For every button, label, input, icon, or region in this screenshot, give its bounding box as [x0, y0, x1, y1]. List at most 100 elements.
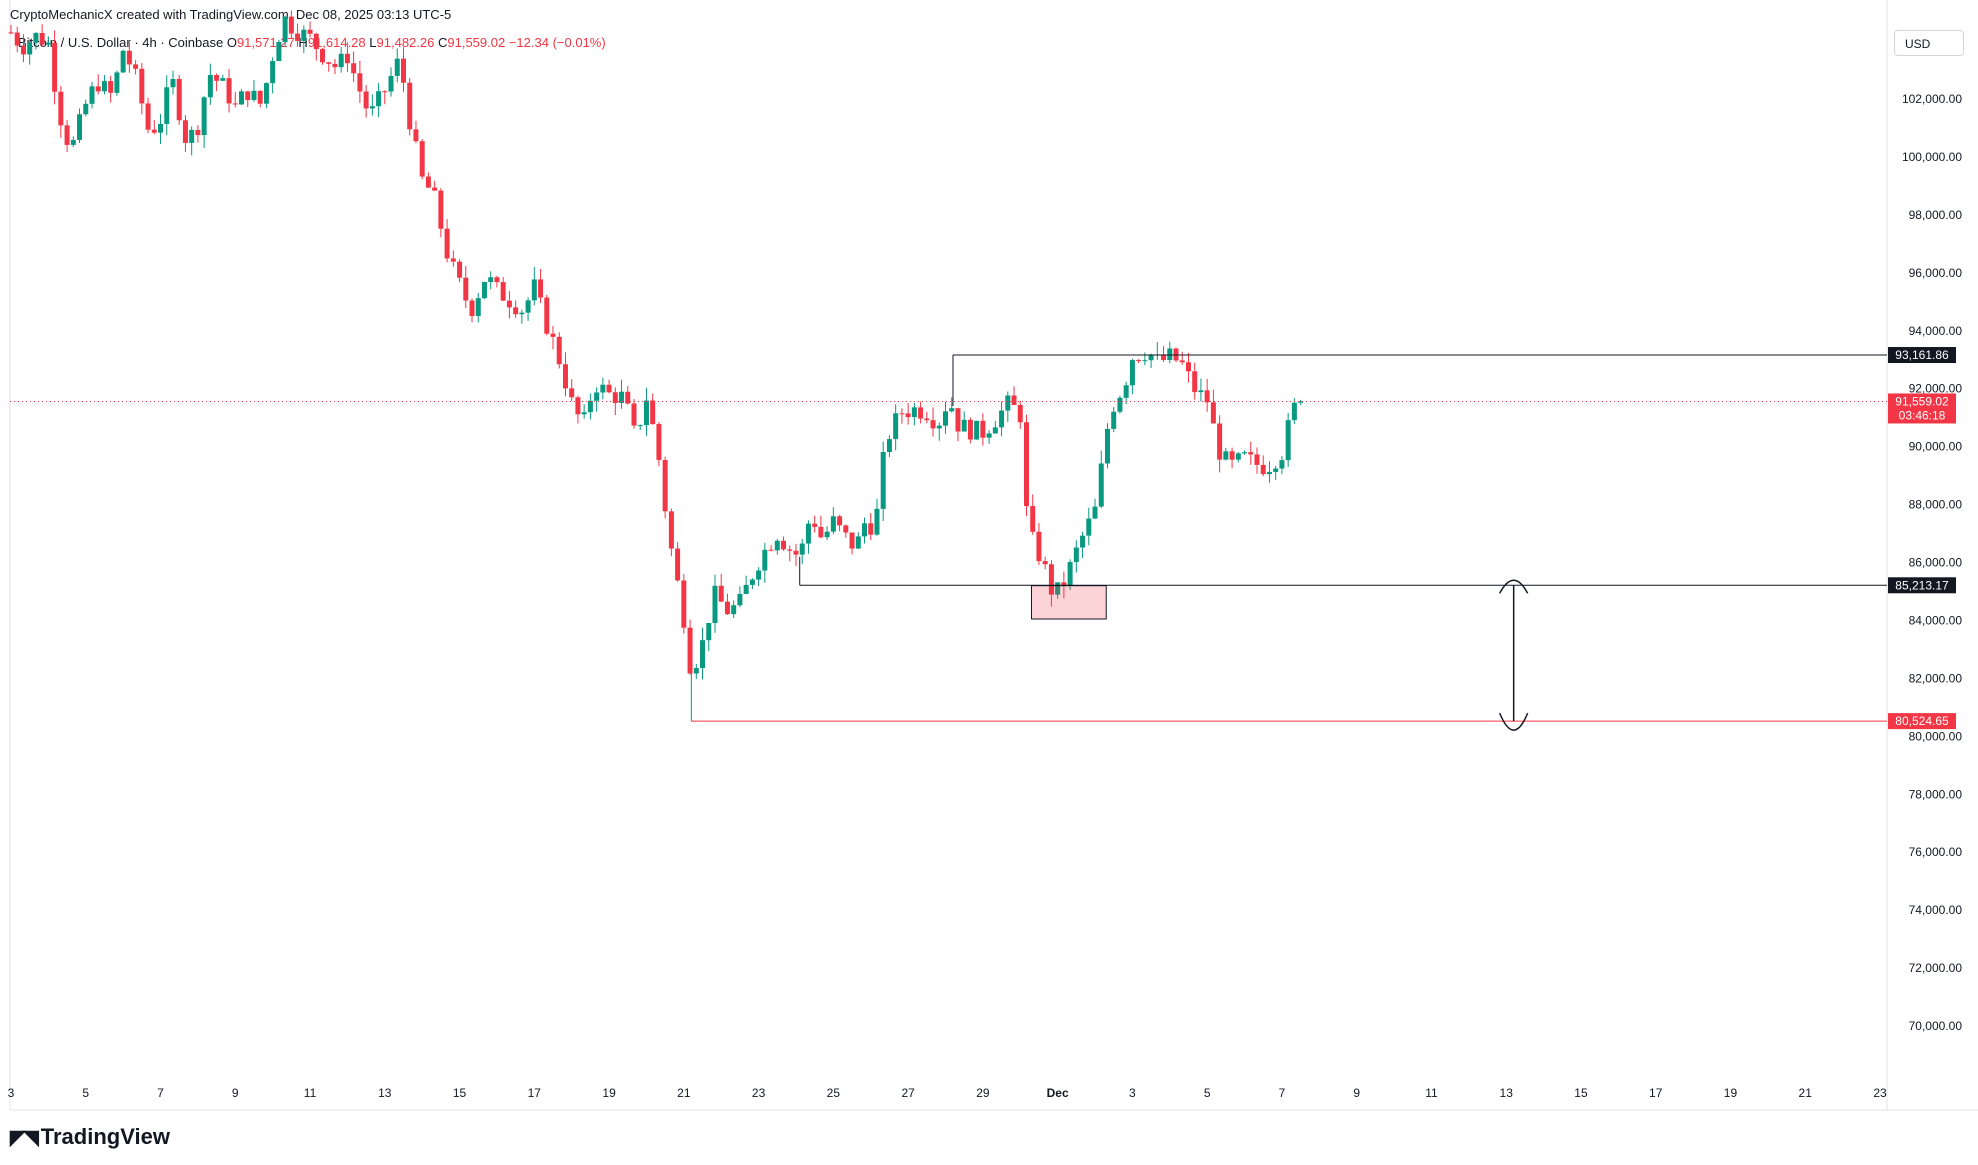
x-tick-label: 11 [1425, 1086, 1438, 1100]
close-label: C [437, 35, 448, 50]
candle-body [463, 277, 469, 301]
candle-body [145, 103, 151, 130]
candle-body [1285, 420, 1291, 461]
candle-body [1298, 401, 1304, 403]
candle-body [1279, 460, 1285, 469]
candle-body [39, 33, 45, 45]
candle-body [251, 90, 257, 100]
candle-body [245, 91, 251, 100]
candle-body [1167, 348, 1173, 361]
candle-body [662, 459, 668, 512]
candle-body [101, 81, 107, 92]
candle-body [1136, 360, 1142, 362]
candle-body [886, 439, 892, 452]
candle-body [986, 433, 992, 438]
candle-body [656, 424, 662, 460]
high-label: H [298, 35, 308, 50]
candle-body [1117, 397, 1123, 412]
candle-body [587, 400, 593, 413]
candle-body [332, 63, 338, 68]
candle-body [1192, 371, 1198, 393]
candle-body [1235, 453, 1241, 460]
candle-body [77, 114, 83, 140]
candle-body [1048, 564, 1054, 595]
candle-body [1104, 428, 1110, 464]
tradingview-logo-icon: ◤◥ [10, 1126, 39, 1149]
candle-body [787, 549, 793, 551]
candle-body [1086, 518, 1092, 536]
candle-body [376, 91, 382, 107]
demand-zone-box[interactable] [1030, 585, 1107, 620]
x-tick-label: Dec [1047, 1086, 1069, 1100]
price-level-label: 80,524.65 [1895, 714, 1949, 728]
candle-body [1030, 506, 1036, 532]
candle-body [718, 585, 724, 602]
candle-body [967, 419, 973, 440]
last-price-label: 91,559.02 [1895, 394, 1949, 408]
candle-body [668, 511, 674, 549]
candle-body [675, 548, 681, 581]
candle-body [369, 106, 375, 109]
price-levels [10, 354, 1887, 731]
symbol-name[interactable]: Bitcoin / U.S. Dollar · 4h · Coinbase [18, 35, 224, 50]
candle-body [1179, 360, 1185, 363]
candle-body [64, 125, 70, 145]
candle-body [706, 623, 712, 641]
candle-body [1073, 547, 1079, 563]
candle-body [1260, 464, 1266, 475]
candle-body [855, 536, 861, 549]
y-tick-label: 76,000.00 [1909, 845, 1963, 859]
candle-body [556, 336, 562, 365]
candle-body [1198, 390, 1204, 393]
candle-body [413, 129, 419, 142]
candle-body [905, 413, 911, 418]
grid [9, 0, 1978, 1111]
price-level-tag [1888, 577, 1956, 594]
y-tick-label: 94,000.00 [1909, 324, 1963, 338]
candle-body [1248, 452, 1254, 455]
axes: 102,000.00 100,000.00 98,000.00 96,000.00 94… [8, 92, 1963, 1100]
candle-body [1142, 360, 1148, 362]
candle-body [257, 90, 263, 104]
candle-body [899, 413, 905, 415]
price-level-label: 85,213.17 [1895, 578, 1949, 592]
candle-body [625, 391, 631, 404]
candle-body [83, 103, 89, 115]
candle-body [812, 523, 818, 527]
candle-body [762, 549, 768, 571]
candle-body [438, 190, 444, 229]
candle-body [949, 408, 955, 412]
y-tick-label: 100,000.00 [1902, 150, 1962, 164]
x-tick-label: 17 [1649, 1086, 1663, 1100]
candle-body [1080, 535, 1086, 548]
candle-body [388, 75, 394, 92]
candle-body [936, 425, 942, 429]
candle-body [843, 525, 849, 533]
candle-body [581, 412, 587, 415]
candle-body [619, 391, 625, 403]
candle-body [58, 91, 64, 126]
candle-body [1273, 468, 1279, 472]
x-tick-label: 15 [1574, 1086, 1588, 1100]
candle-body [880, 451, 886, 509]
candle-body [862, 523, 868, 537]
currency-selector[interactable]: USD [1894, 30, 1964, 56]
candle-body [1242, 452, 1248, 454]
candle-body [712, 585, 718, 624]
candle-body [45, 42, 51, 45]
tradingview-logo-text: TradingView [40, 1124, 170, 1149]
candle-body [326, 62, 332, 64]
candle-body [170, 79, 176, 88]
candle-body [469, 300, 475, 316]
candle-body [288, 16, 294, 34]
candle-body [637, 425, 643, 427]
candle-body [980, 420, 986, 438]
x-tick-label: 23 [752, 1086, 766, 1100]
candle-body [363, 91, 369, 109]
y-tick-label: 74,000.00 [1909, 903, 1963, 917]
candle-body [120, 50, 126, 73]
candle-body [282, 16, 288, 42]
x-tick-label: 19 [602, 1086, 616, 1100]
tradingview-logo[interactable]: ◤◥ TradingView [10, 1124, 170, 1150]
